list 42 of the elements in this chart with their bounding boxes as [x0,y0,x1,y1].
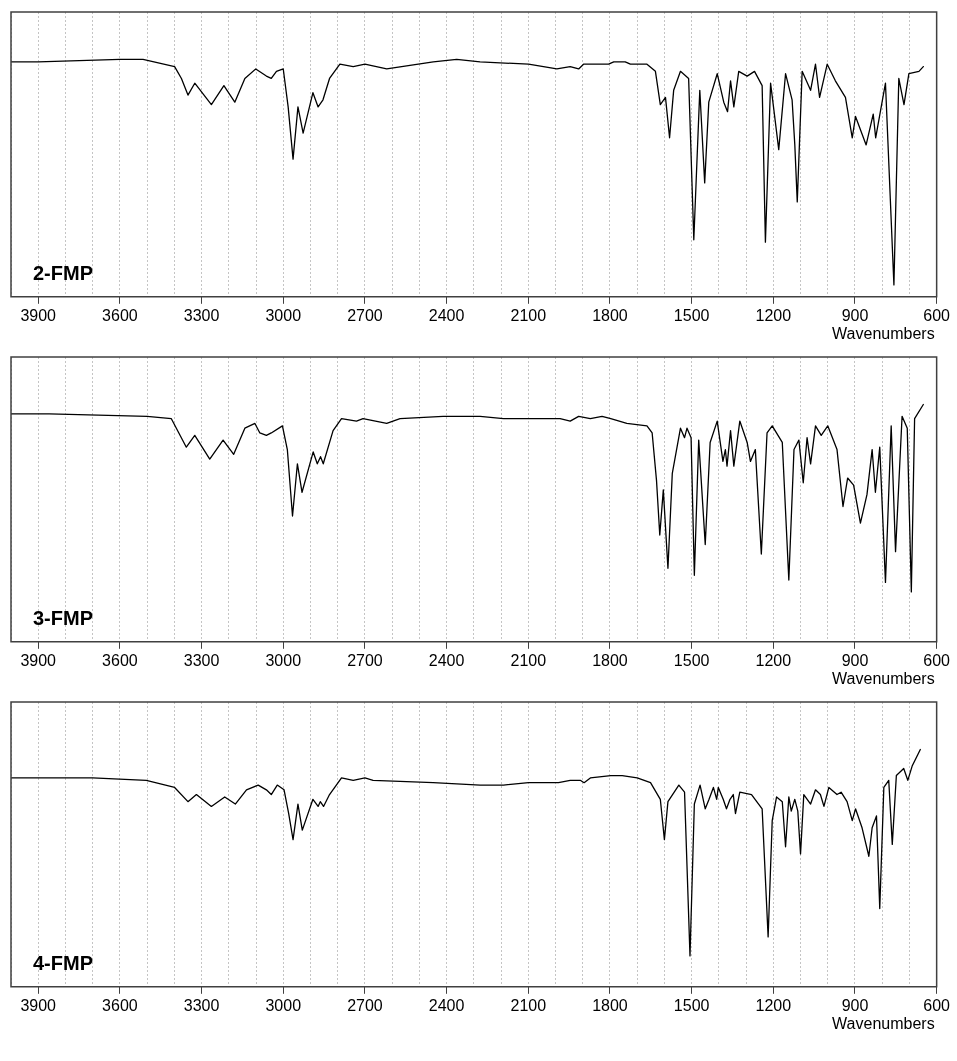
x-axis-title: Wavenumbers [832,670,935,688]
x-tick-label: 3300 [183,996,220,1014]
x-tick-label: 1800 [592,996,628,1014]
x-tick-label: 1200 [755,651,792,669]
x-tick-label: 1200 [755,996,792,1014]
x-tick-label: 2700 [347,996,383,1014]
x-tick-label: 1500 [673,996,710,1014]
x-tick-label: 900 [841,996,869,1014]
x-tick-label: 3600 [102,306,138,324]
x-tick-label: 2400 [428,996,465,1014]
x-tick-label: 3000 [265,996,302,1014]
text: 3-FMP [33,607,93,630]
x-tick-label: 3900 [20,996,57,1014]
x-tick-label: 2100 [510,651,547,669]
x-tick-label: 2400 [428,651,465,669]
x-tick-label: 3000 [265,651,302,669]
x-tick-label: 3600 [102,651,138,669]
x-tick-label: 1500 [673,306,710,324]
x-tick-label: 3600 [102,996,138,1014]
x-axis-title: Wavenumbers [832,325,935,343]
x-tick-label: 3000 [265,306,302,324]
x-tick-label: 600 [923,996,951,1014]
x-tick-label: 3900 [20,651,57,669]
x-tick-label: 2100 [510,306,547,324]
x-tick-label: 2700 [347,306,383,324]
x-tick-label: 3300 [183,651,220,669]
text: 4-FMP [33,952,93,975]
x-tick-label: 1800 [592,651,628,669]
x-tick-label: 2400 [428,306,465,324]
x-axis-title: Wavenumbers [832,1015,935,1033]
x-tick-label: 600 [923,306,951,324]
x-tick-label: 1200 [755,306,792,324]
x-tick-label: 2700 [347,651,383,669]
x-tick-label: 3900 [20,306,57,324]
x-tick-label: 1800 [592,306,628,324]
x-tick-label: 1500 [673,651,710,669]
x-tick-label: 3300 [183,306,220,324]
x-tick-label: 2100 [510,996,547,1014]
text: 2-FMP [33,262,93,285]
x-tick-label: 600 [923,651,951,669]
x-tick-label: 900 [841,651,869,669]
x-tick-label: 900 [841,306,869,324]
